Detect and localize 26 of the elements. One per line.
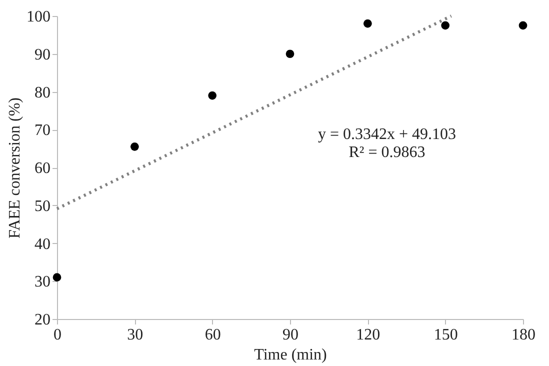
x-tick-label: 0	[54, 326, 62, 344]
y-tick-label: 30	[34, 274, 50, 291]
point	[52, 273, 62, 282]
y-tick-label: 20	[34, 312, 50, 328]
point	[363, 19, 372, 28]
y-tick-label: 50	[34, 198, 50, 215]
point	[441, 21, 450, 30]
x-tick-label: 120	[356, 326, 380, 344]
x-tick-label: 150	[434, 326, 458, 344]
point	[130, 142, 139, 151]
x-tick-label: 180	[512, 326, 536, 344]
y-tick-label: 60	[34, 160, 50, 177]
x-tick-label: 90	[282, 326, 298, 344]
point	[518, 21, 528, 30]
annotation: y = 0.3342x + 49.103 R² = 0.9863	[318, 126, 456, 161]
y-axis-title: FAEE conversion (%)	[6, 98, 24, 238]
point	[208, 91, 217, 100]
y-tick-label: 100	[26, 8, 50, 26]
y-tick-label: 90	[34, 46, 50, 64]
y-tick-label: 40	[34, 236, 50, 253]
x-axis-title: Time (min)	[254, 346, 327, 364]
x-tick-label: 60	[204, 326, 221, 344]
y-tick-label: 70	[34, 122, 50, 140]
point	[286, 50, 294, 58]
y-tick-label: 80	[34, 84, 50, 102]
x-tick-label: 30	[127, 326, 144, 344]
